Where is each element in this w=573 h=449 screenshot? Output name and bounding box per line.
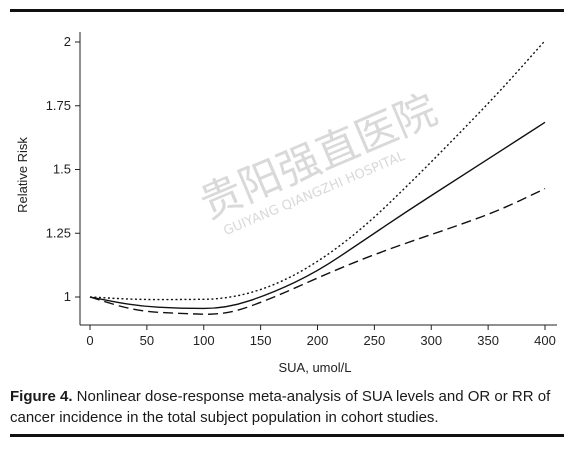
y-axis-ticks: 1 1.25 1.5 1.75 2 — [46, 34, 80, 304]
series-line-dotted — [89, 40, 546, 301]
x-tick-label: 300 — [420, 333, 442, 348]
watermark: 贵阳强直医院 GUIYANG QIANGZHI HOSPITAL — [193, 85, 444, 239]
watermark-chinese: 贵阳强直医院 — [193, 85, 444, 229]
series-line-dashed — [89, 187, 546, 315]
caption-text: Nonlinear dose-response meta-analysis of… — [10, 388, 551, 426]
top-rule — [10, 9, 564, 12]
x-tick-label: 150 — [250, 333, 272, 348]
x-tick-label: 0 — [86, 333, 93, 348]
x-tick-label: 350 — [477, 333, 499, 348]
y-tick-label: 1 — [64, 289, 71, 304]
y-tick-label: 1.75 — [46, 98, 71, 113]
dose-response-chart: 贵阳强直医院 GUIYANG QIANGZHI HOSPITAL 0 50 100 1… — [15, 32, 557, 375]
y-tick-label: 1.5 — [53, 162, 71, 177]
x-tick-label: 200 — [307, 333, 329, 348]
bottom-rule — [10, 434, 564, 437]
x-axis-ticks: 0 50 100 150 200 250 300 350 400 — [86, 325, 556, 348]
y-tick-label: 2 — [64, 34, 71, 49]
x-axis-title: SUA, umol/L — [279, 360, 352, 375]
chart-axes — [79, 32, 557, 326]
series-line-solid — [89, 121, 546, 310]
x-tick-label: 400 — [534, 333, 556, 348]
figure-caption: Figure 4. Nonlinear dose-response meta-a… — [10, 386, 566, 428]
y-tick-label: 1.25 — [46, 225, 71, 240]
figure-label: Figure 4. — [10, 388, 73, 405]
x-tick-label: 100 — [193, 333, 215, 348]
x-tick-label: 50 — [140, 333, 154, 348]
chart-series — [89, 40, 546, 315]
y-axis-title: Relative Risk — [15, 137, 30, 213]
x-tick-label: 250 — [364, 333, 386, 348]
